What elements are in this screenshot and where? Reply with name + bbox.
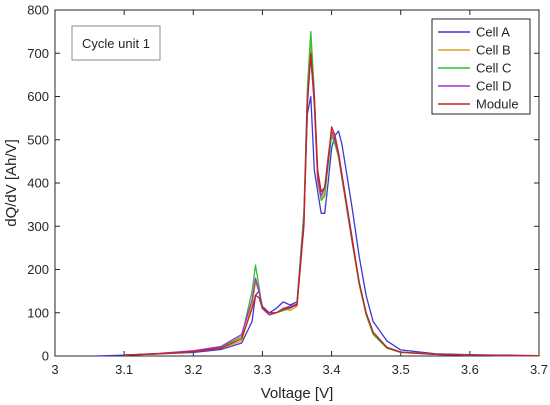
series-layer <box>96 30 540 357</box>
y-tick-label: 300 <box>27 219 49 234</box>
x-tick-label: 3.7 <box>530 362 548 377</box>
y-tick-label: 500 <box>27 132 49 147</box>
legend-label: Cell A <box>476 25 510 40</box>
x-tick-label: 3.1 <box>115 362 133 377</box>
x-tick-label: 3.4 <box>323 362 341 377</box>
legend-label: Cell B <box>476 43 511 58</box>
legend-label: Cell C <box>476 61 511 76</box>
y-axis-ticks: 0 100 200 300 400 500 600 700 800 <box>27 3 539 364</box>
y-tick-label: 0 <box>42 349 49 364</box>
legend-label: Module <box>476 97 519 112</box>
x-tick-label: 3 <box>51 362 58 377</box>
y-axis-label: dQ/dV [Ah/V] <box>3 139 20 227</box>
y-tick-label: 600 <box>27 89 49 104</box>
series-line-cell-a <box>96 95 540 357</box>
y-tick-label: 200 <box>27 262 49 277</box>
annotation-box: Cycle unit 1 <box>71 25 161 61</box>
x-axis-label: Voltage [V] <box>261 385 334 402</box>
x-tick-label: 3.3 <box>253 362 271 377</box>
legend: Cell A Cell B Cell C Cell D Module <box>431 18 531 115</box>
annotation-text: Cycle unit 1 <box>82 36 150 51</box>
x-tick-label: 3.2 <box>184 362 202 377</box>
legend-label: Cell D <box>476 79 511 94</box>
x-tick-label: 3.6 <box>461 362 479 377</box>
y-tick-label: 100 <box>27 305 49 320</box>
y-tick-label: 800 <box>27 3 49 18</box>
x-tick-label: 3.5 <box>392 362 410 377</box>
series-line-module <box>124 52 539 357</box>
x-axis-ticks: 3 3.1 3.2 3.3 3.4 3.5 3.6 3.7 <box>51 10 548 377</box>
y-tick-label: 700 <box>27 46 49 61</box>
y-tick-label: 400 <box>27 176 49 191</box>
